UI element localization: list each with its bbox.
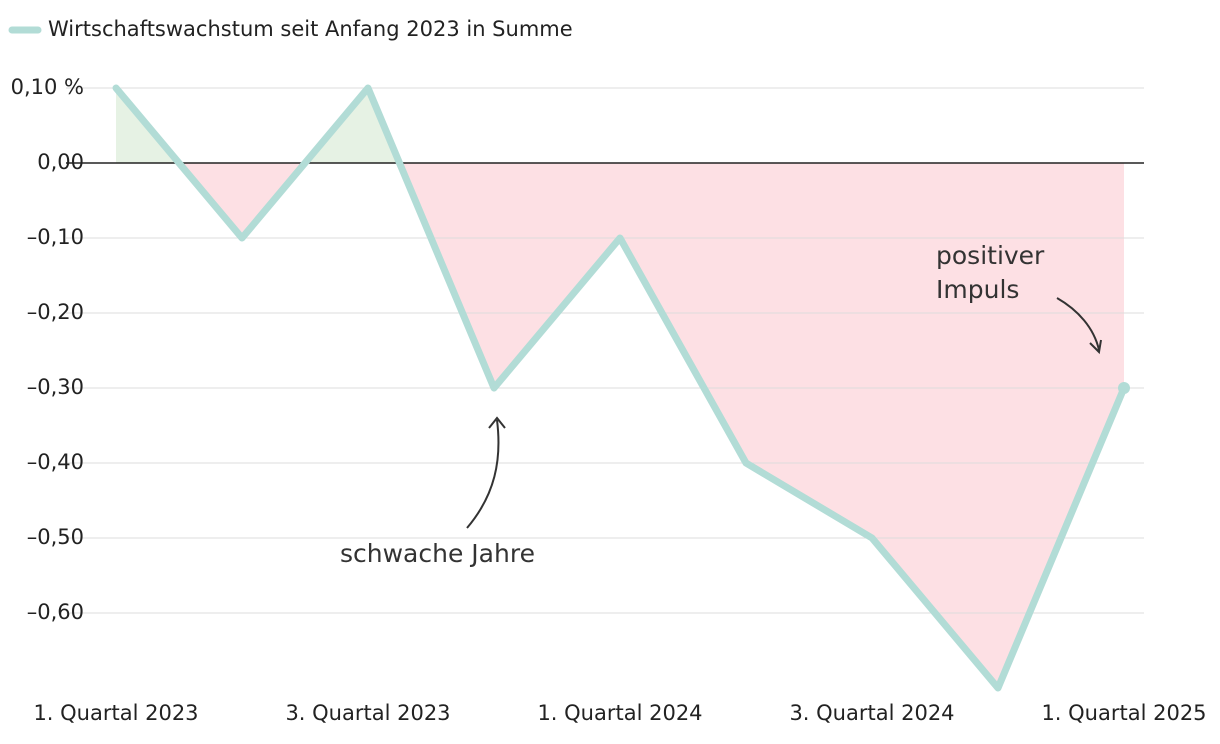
area-positive: [116, 88, 1124, 163]
y-tick-label: –0,30: [27, 375, 84, 399]
y-tick-label: –0,40: [27, 450, 84, 474]
x-tick-label: 1. Quartal 2023: [33, 701, 198, 725]
annotation-arrow: [1056, 297, 1102, 355]
x-tick-label: 1. Quartal 2025: [1041, 701, 1206, 725]
annotation: positiver: [936, 241, 1045, 270]
x-tick-label: 3. Quartal 2024: [789, 701, 954, 725]
legend-label: Wirtschaftswachstum seit Anfang 2023 in …: [48, 17, 573, 41]
x-tick-label: 3. Quartal 2023: [285, 701, 450, 725]
y-tick-label: –0,20: [27, 300, 84, 324]
line: [112, 84, 1128, 692]
annotation: schwache Jahre: [340, 539, 535, 568]
area-negative: [116, 163, 1124, 688]
y-tick-label: –0,50: [27, 525, 84, 549]
y-tick-label: 0,10 %: [11, 75, 84, 99]
x-tick-label: 1. Quartal 2024: [537, 701, 702, 725]
annotation: Impuls: [936, 275, 1019, 304]
y-tick-label: –0,10: [27, 225, 84, 249]
annotation-arrow: [466, 416, 506, 529]
y-tick-label: –0,60: [27, 600, 84, 624]
y-tick-label: 0,00: [37, 150, 84, 174]
end-point: [1118, 382, 1130, 394]
